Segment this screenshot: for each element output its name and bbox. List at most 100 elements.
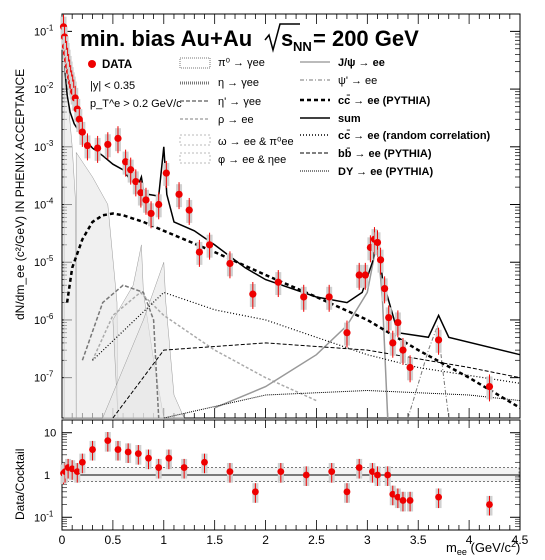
data-point <box>249 290 257 298</box>
data-point <box>381 284 389 293</box>
legend-eta: η → γee <box>218 77 259 89</box>
x-tick-label: 0 <box>59 533 66 547</box>
bbbar-curve <box>112 342 521 419</box>
x-tick-label: 0.5 <box>105 533 122 547</box>
legend-omega: ω → ee & π⁰ee <box>218 136 294 148</box>
data-point <box>155 200 163 209</box>
x-tick-label: 3 <box>364 533 371 547</box>
ratio-point <box>394 493 402 501</box>
x-tick-label: 4.5 <box>512 533 529 547</box>
ratio-point <box>251 488 259 496</box>
cut-rapidity: |y| < 0.35 <box>90 80 135 92</box>
data-point <box>485 382 494 391</box>
legend-ccbar-random: cc̄ → ee (random correlation) <box>338 130 491 142</box>
phi-area <box>102 262 185 419</box>
data-point <box>394 318 402 327</box>
data-point <box>434 336 443 344</box>
data-point <box>195 248 203 256</box>
data-point <box>205 241 214 249</box>
ratio-point <box>145 454 152 462</box>
ratio-point <box>226 468 234 476</box>
ccbar-pythia-curve <box>65 212 521 409</box>
etaprime-curve <box>81 284 160 419</box>
data-point <box>78 128 86 136</box>
data-point <box>114 134 122 142</box>
legend-pi0: π⁰ → γee <box>218 57 265 69</box>
data-point <box>389 339 397 347</box>
ratio-point <box>384 471 392 479</box>
data-point <box>175 190 183 198</box>
x-tick-label: 3.5 <box>410 533 427 547</box>
ratio-point <box>486 501 493 508</box>
data-point <box>325 293 333 301</box>
data-point <box>406 363 414 372</box>
ratio-point <box>165 454 173 462</box>
data-point <box>122 158 130 166</box>
data-point <box>399 346 407 354</box>
legend-psiprime: ψ' → ee <box>338 75 377 87</box>
ratio-point <box>201 458 208 466</box>
legend-rho: ρ → ee <box>218 114 254 126</box>
main-plot-frame <box>61 13 521 419</box>
y-axis-label: dN/dm_ee (c²/GeV) IN PHENIX ACCEPTANCE <box>13 69 27 320</box>
title-subscript: NN <box>293 39 312 54</box>
title-sqrt-var: s <box>281 26 293 51</box>
ratio-point <box>374 471 381 479</box>
legend-etaprime: η' → γee <box>218 96 261 108</box>
x-tick-label: 4 <box>466 533 473 547</box>
x-tick-label: 1.5 <box>206 533 223 547</box>
x-axis-label: mee (GeV/c2) <box>446 539 520 557</box>
legend-phi: φ → ee & ηee <box>218 154 286 166</box>
data-point <box>94 144 102 152</box>
ratio-point <box>155 464 163 471</box>
ratio-point <box>180 464 188 471</box>
legend-bbbar: bb̄ → ee (PYTHIA) <box>338 148 432 160</box>
ratio-point <box>435 493 442 501</box>
ratio-point <box>328 468 336 476</box>
title-sqrt-symbol <box>264 23 300 53</box>
data-point <box>355 271 363 279</box>
data-point <box>132 177 140 186</box>
data-point <box>185 206 193 214</box>
ratio-point <box>369 468 376 476</box>
psiprime-curve <box>407 325 450 419</box>
ratio-point <box>78 458 86 466</box>
legend: DATA |y| < 0.35 p_T^e > 0.2 GeV/c π⁰ → γ… <box>88 57 491 178</box>
ratio-y-tick-label: 10 <box>44 428 56 440</box>
ratio-point <box>73 468 81 476</box>
svg-text:mee (GeV/c2): mee (GeV/c2) <box>446 539 520 557</box>
ratio-point <box>89 446 96 453</box>
cut-pt: p_T^e > 0.2 GeV/c <box>90 98 182 110</box>
data-point <box>147 209 155 218</box>
data-point <box>361 271 369 279</box>
legend-dy: DY → ee (PYTHIA) <box>338 166 433 178</box>
data-point <box>343 329 351 337</box>
ratio-point <box>114 446 122 453</box>
ratio-point <box>124 448 132 456</box>
data-point <box>226 259 234 268</box>
chart-title: min. bias Au+Au <box>80 26 252 51</box>
data-point <box>104 140 112 149</box>
dy-curve <box>163 389 521 419</box>
data-point <box>127 166 135 174</box>
ratio-point <box>134 450 142 458</box>
ratio-point <box>343 488 351 496</box>
ratio-point <box>104 437 112 445</box>
ratio-point <box>302 471 310 479</box>
ratio-y-axis-label: Data/Cocktail <box>13 449 27 520</box>
ratio-point <box>355 464 363 471</box>
data-point <box>142 196 150 204</box>
data-point <box>376 256 385 264</box>
data-point <box>385 313 393 322</box>
title-energy: = 200 GeV <box>313 26 419 51</box>
ratio-point <box>389 490 397 498</box>
ratio-point <box>406 497 414 504</box>
x-tick-label: 1 <box>160 533 167 547</box>
x-tick-label: 2 <box>262 533 269 547</box>
ratio-y-tick-label: 1 <box>44 470 50 482</box>
data-point <box>274 278 282 286</box>
data-point <box>373 238 382 247</box>
legend-data-label: DATA <box>102 59 132 71</box>
